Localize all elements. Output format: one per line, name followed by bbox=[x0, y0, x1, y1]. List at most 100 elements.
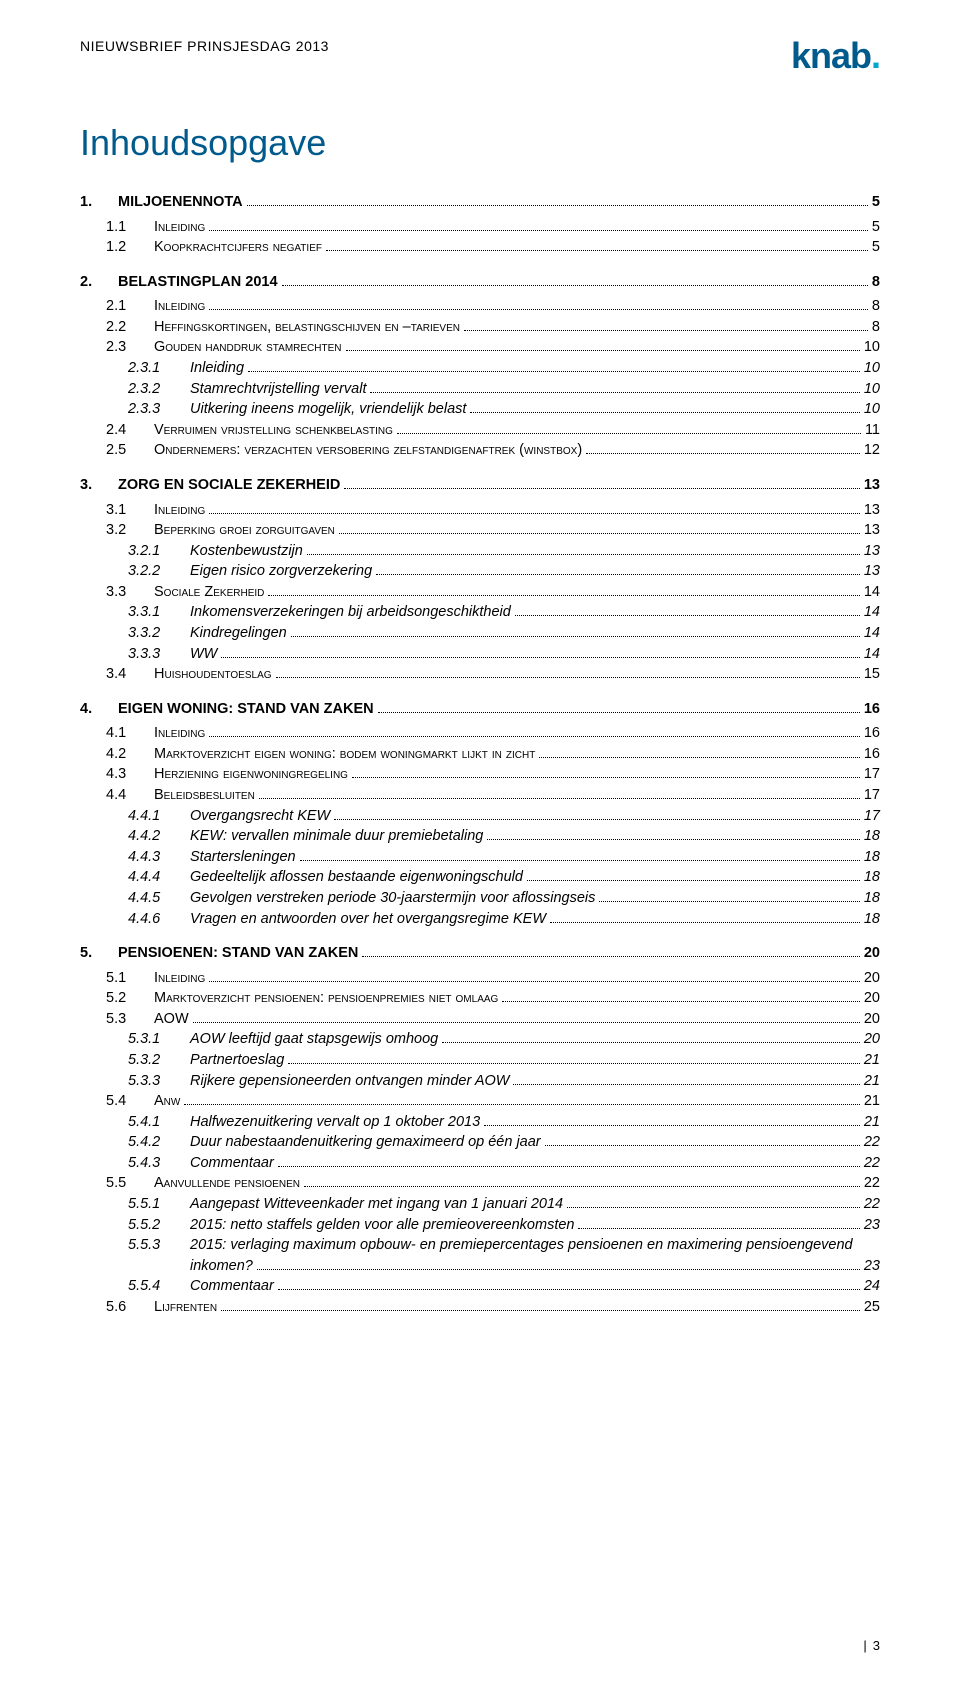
toc-entry[interactable]: 5.1Inleiding20 bbox=[80, 968, 880, 989]
toc-page: 12 bbox=[864, 440, 880, 461]
toc-number: 5.1 bbox=[80, 968, 148, 989]
toc-entry[interactable]: 3.2.2Eigen risico zorgverzekering13 bbox=[80, 561, 880, 582]
toc-entry[interactable]: 3.3.1Inkomensverzekeringen bij arbeidson… bbox=[80, 602, 880, 623]
toc-leader-dots bbox=[278, 1289, 860, 1290]
toc-entry[interactable]: 4.4.6Vragen en antwoorden over het overg… bbox=[80, 909, 880, 930]
toc-leader-dots bbox=[209, 309, 868, 310]
toc-number: 2.3.2 bbox=[80, 379, 184, 400]
toc-entry[interactable]: 5.5.32015: verlaging maximum opbouw- en … bbox=[80, 1235, 880, 1256]
toc-number: 5.5.2 bbox=[80, 1215, 184, 1236]
toc-leader-dots bbox=[209, 736, 860, 737]
toc-entry[interactable]: 3.ZORG EN SOCIALE ZEKERHEID13 bbox=[80, 475, 880, 496]
toc-entry[interactable]: 3.3Sociale Zekerheid14 bbox=[80, 582, 880, 603]
toc-entry[interactable]: 5.4.1Halfwezenuitkering vervalt op 1 okt… bbox=[80, 1112, 880, 1133]
toc-entry[interactable]: 2.4Verruimen vrijstelling schenkbelastin… bbox=[80, 420, 880, 441]
toc-entry[interactable]: 5.5.4Commentaar24 bbox=[80, 1276, 880, 1297]
toc-entry[interactable]: 2.3Gouden handdruk stamrechten10 bbox=[80, 337, 880, 358]
toc-page: 21 bbox=[864, 1071, 880, 1092]
toc-page: 22 bbox=[864, 1173, 880, 1194]
toc-entry[interactable]: 2.3.1Inleiding10 bbox=[80, 358, 880, 379]
toc-number: 4.4.3 bbox=[80, 847, 184, 868]
toc-entry[interactable]: 5.5.1Aangepast Witteveenkader met ingang… bbox=[80, 1194, 880, 1215]
toc-number: 5.5.1 bbox=[80, 1194, 184, 1215]
toc-entry[interactable]: 1.2Koopkrachtcijfers negatief5 bbox=[80, 237, 880, 258]
toc-page: 18 bbox=[864, 867, 880, 888]
toc-entry[interactable]: 4.4Beleidsbesluiten17 bbox=[80, 785, 880, 806]
toc-page: 17 bbox=[864, 785, 880, 806]
toc-page: 18 bbox=[864, 888, 880, 909]
toc-entry[interactable]: 1.1Inleiding5 bbox=[80, 217, 880, 238]
toc-entry[interactable]: 4.EIGEN WONING: STAND VAN ZAKEN16 bbox=[80, 699, 880, 720]
toc-label: Kostenbewustzijn bbox=[184, 541, 303, 562]
toc-number: 5.4.2 bbox=[80, 1132, 184, 1153]
toc-page: 10 bbox=[864, 399, 880, 420]
toc-leader-dots bbox=[487, 839, 860, 840]
toc-leader-dots bbox=[527, 880, 860, 881]
toc-entry[interactable]: 5.4.2Duur nabestaandenuitkering gemaxime… bbox=[80, 1132, 880, 1153]
toc-entry[interactable]: 2.3.3Uitkering ineens mogelijk, vriendel… bbox=[80, 399, 880, 420]
toc-number: 3.3.1 bbox=[80, 602, 184, 623]
toc-entry[interactable]: 3.4Huishoudentoeslag15 bbox=[80, 664, 880, 685]
toc-entry[interactable]: 4.4.4Gedeeltelijk aflossen bestaande eig… bbox=[80, 867, 880, 888]
page-number: 3 bbox=[873, 1638, 880, 1653]
toc-entry[interactable]: 3.1Inleiding13 bbox=[80, 500, 880, 521]
toc-entry[interactable]: 2.5Ondernemers: verzachten versobering z… bbox=[80, 440, 880, 461]
toc-label: Marktoverzicht eigen woning: bodem wonin… bbox=[148, 744, 535, 765]
toc-leader-dots bbox=[567, 1207, 860, 1208]
toc-number: 4.4.6 bbox=[80, 909, 184, 930]
toc-label: Aangepast Witteveenkader met ingang van … bbox=[184, 1194, 563, 1215]
toc-label: Sociale Zekerheid bbox=[148, 582, 264, 603]
toc-page: 21 bbox=[864, 1050, 880, 1071]
toc-entry[interactable]: 5.3.2Partnertoeslag21 bbox=[80, 1050, 880, 1071]
toc-page: 14 bbox=[864, 644, 880, 665]
toc-entry[interactable]: 3.3.2Kindregelingen14 bbox=[80, 623, 880, 644]
toc-label: Lijfrenten bbox=[148, 1297, 217, 1318]
toc-label: Anw bbox=[148, 1091, 180, 1112]
toc-leader-dots bbox=[362, 956, 860, 957]
toc-entry[interactable]: 3.2Beperking groei zorguitgaven13 bbox=[80, 520, 880, 541]
toc-entry[interactable]: 3.2.1Kostenbewustzijn13 bbox=[80, 541, 880, 562]
toc-label: Aanvullende pensioenen bbox=[148, 1173, 300, 1194]
toc-entry[interactable]: 4.2Marktoverzicht eigen woning: bodem wo… bbox=[80, 744, 880, 765]
toc-label: Heffingskortingen, belastingschijven en … bbox=[148, 317, 460, 338]
toc-leader-dots bbox=[346, 350, 860, 351]
toc-entry[interactable]: 4.4.3Startersleningen18 bbox=[80, 847, 880, 868]
toc-label: Inleiding bbox=[148, 500, 205, 521]
toc-label: 2015: verlaging maximum opbouw- en premi… bbox=[184, 1235, 853, 1256]
toc-label: Gevolgen verstreken periode 30-jaarsterm… bbox=[184, 888, 595, 909]
toc-leader-dots bbox=[378, 712, 860, 713]
toc-number: 4.3 bbox=[80, 764, 148, 785]
toc-entry[interactable]: 5.4.3Commentaar22 bbox=[80, 1153, 880, 1174]
toc-label: AOW leeftijd gaat stapsgewijs omhoog bbox=[184, 1029, 438, 1050]
toc-leader-dots bbox=[221, 657, 859, 658]
toc-number: 2.3 bbox=[80, 337, 148, 358]
toc-entry[interactable]: 5.5.22015: netto staffels gelden voor al… bbox=[80, 1215, 880, 1236]
toc-entry[interactable]: 5.3AOW20 bbox=[80, 1009, 880, 1030]
toc-entry[interactable]: 5.3.3Rijkere gepensioneerden ontvangen m… bbox=[80, 1071, 880, 1092]
toc-entry[interactable]: 4.1Inleiding16 bbox=[80, 723, 880, 744]
toc-entry[interactable]: 3.3.3WW14 bbox=[80, 644, 880, 665]
toc-entry-continuation[interactable]: inkomen?23 bbox=[80, 1256, 880, 1277]
toc-entry[interactable]: 4.4.1Overgangsrecht KEW17 bbox=[80, 806, 880, 827]
toc-entry[interactable]: 5.3.1AOW leeftijd gaat stapsgewijs omhoo… bbox=[80, 1029, 880, 1050]
toc-number: 2.1 bbox=[80, 296, 148, 317]
toc-label: Beperking groei zorguitgaven bbox=[148, 520, 335, 541]
toc-entry[interactable]: 4.3Herziening eigenwoningregeling17 bbox=[80, 764, 880, 785]
toc-entry[interactable]: 4.4.2KEW: vervallen minimale duur premie… bbox=[80, 826, 880, 847]
toc-entry[interactable]: 2.BELASTINGPLAN 20148 bbox=[80, 272, 880, 293]
toc-entry[interactable]: 2.1Inleiding8 bbox=[80, 296, 880, 317]
toc-label: ZORG EN SOCIALE ZEKERHEID bbox=[118, 475, 340, 496]
toc-entry[interactable]: 5.2Marktoverzicht pensioenen: pensioenpr… bbox=[80, 988, 880, 1009]
toc-entry[interactable]: 5.6Lijfrenten25 bbox=[80, 1297, 880, 1318]
toc-number: 2.2 bbox=[80, 317, 148, 338]
toc-entry[interactable]: 5.PENSIOENEN: STAND VAN ZAKEN20 bbox=[80, 943, 880, 964]
toc-entry[interactable]: 2.3.2Stamrechtvrijstelling vervalt10 bbox=[80, 379, 880, 400]
toc-entry[interactable]: 5.4Anw21 bbox=[80, 1091, 880, 1112]
toc-number: 3.4 bbox=[80, 664, 148, 685]
toc-page: 13 bbox=[864, 475, 880, 496]
toc-entry[interactable]: 1.MILJOENENNOTA5 bbox=[80, 192, 880, 213]
toc-entry[interactable]: 2.2Heffingskortingen, belastingschijven … bbox=[80, 317, 880, 338]
toc-entry[interactable]: 4.4.5Gevolgen verstreken periode 30-jaar… bbox=[80, 888, 880, 909]
toc-entry[interactable]: 5.5Aanvullende pensioenen22 bbox=[80, 1173, 880, 1194]
toc-leader-dots bbox=[282, 285, 868, 286]
